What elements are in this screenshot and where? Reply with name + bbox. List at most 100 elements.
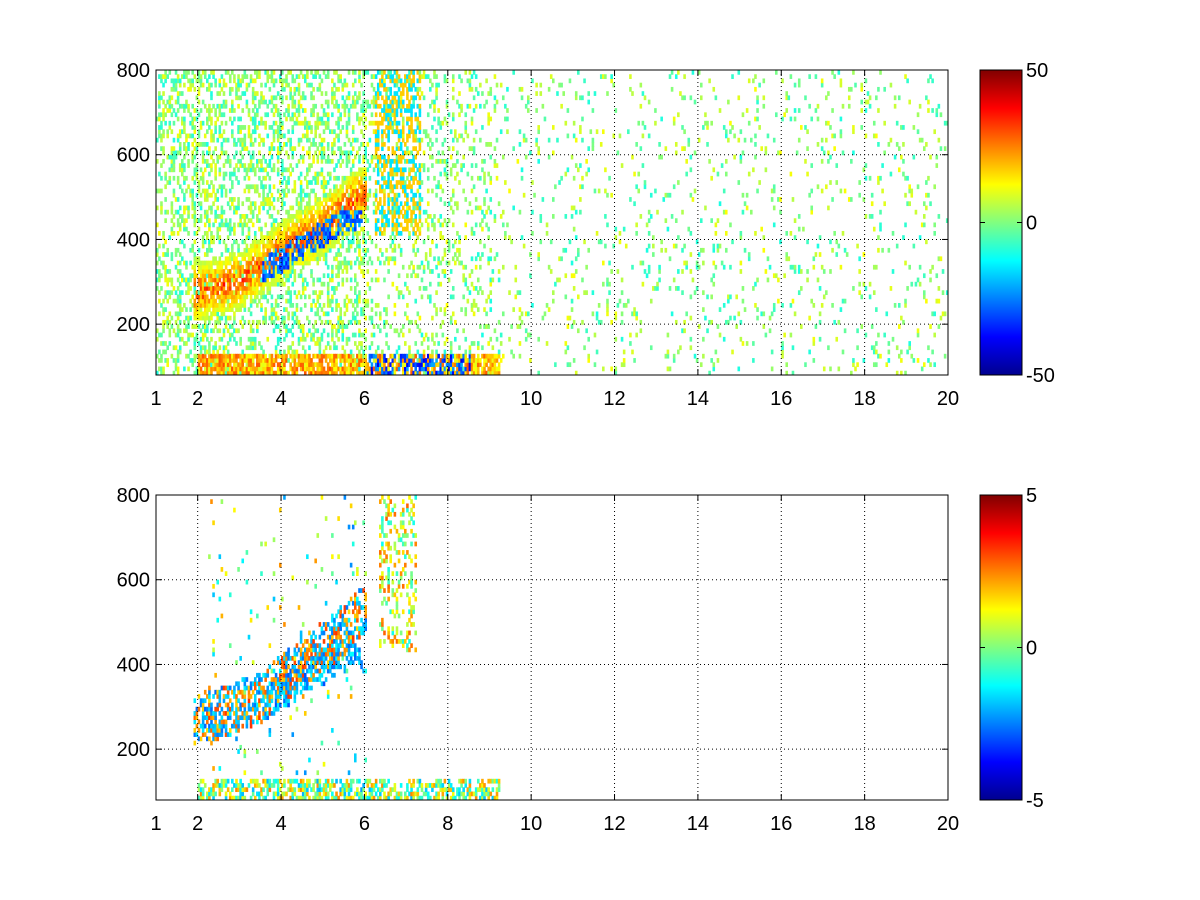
heatmap-cell xyxy=(241,239,245,245)
heatmap-cell xyxy=(347,70,351,75)
heatmap-cell xyxy=(326,120,330,126)
heatmap-cell xyxy=(206,349,209,355)
heatmap-cell xyxy=(422,209,426,215)
heatmap-cell xyxy=(497,319,501,325)
heatmap-cell xyxy=(174,362,178,368)
heatmap-cell xyxy=(291,239,295,245)
heatmap-cell xyxy=(558,82,561,88)
heatmap-cell xyxy=(366,281,370,287)
heatmap-cell xyxy=(449,315,453,321)
heatmap-cell xyxy=(270,362,274,368)
heatmap-cell xyxy=(351,192,355,198)
heatmap-cell xyxy=(333,218,336,223)
heatmap-cell xyxy=(260,137,263,143)
heatmap-cell xyxy=(437,82,440,88)
heatmap-cell xyxy=(220,362,224,368)
heatmap-cell xyxy=(358,116,361,122)
heatmap-cell xyxy=(181,91,184,96)
heatmap-cell xyxy=(420,362,424,368)
heatmap-cell xyxy=(289,366,292,372)
heatmap-cell xyxy=(183,341,186,346)
heatmap-cell xyxy=(262,281,265,287)
heatmap-cell xyxy=(387,86,390,92)
heatmap-cell xyxy=(314,125,317,130)
heatmap-cell xyxy=(320,142,324,147)
heatmap-cell xyxy=(312,281,315,287)
heatmap-cell xyxy=(216,302,220,308)
heatmap-cell xyxy=(178,142,182,147)
heatmap-cell xyxy=(226,294,230,300)
heatmap-cell xyxy=(201,332,205,338)
heatmap-cell xyxy=(426,260,430,266)
heatmap-cell xyxy=(347,218,351,223)
heatmap-cell xyxy=(274,252,278,257)
heatmap-cell xyxy=(216,235,220,240)
heatmap-cell xyxy=(318,142,322,147)
heatmap-cell xyxy=(358,95,361,101)
heatmap-cell xyxy=(374,222,378,228)
heatmap-cell xyxy=(333,239,336,245)
heatmap-cell xyxy=(316,180,320,185)
heatmap-cell xyxy=(322,273,326,279)
heatmap-cell xyxy=(541,315,545,321)
heatmap-cell xyxy=(374,243,378,249)
heatmap-cell xyxy=(464,264,468,270)
heatmap-cell xyxy=(322,214,326,219)
heatmap-cell xyxy=(343,78,347,84)
heatmap-cell xyxy=(354,277,357,283)
heatmap-cell xyxy=(206,307,209,312)
heatmap-cell xyxy=(208,302,211,308)
heatmap-cell xyxy=(372,99,376,105)
heatmap-cell xyxy=(191,197,195,202)
heatmap-cell xyxy=(276,324,280,329)
heatmap-cell xyxy=(412,158,415,164)
heatmap-cell xyxy=(249,167,253,173)
heatmap-cell xyxy=(389,99,393,105)
heatmap-cell xyxy=(339,319,342,325)
heatmap-cell xyxy=(316,214,320,219)
heatmap-cell xyxy=(266,273,270,279)
heatmap-cell xyxy=(193,116,197,122)
heatmap-cell xyxy=(283,188,286,194)
heatmap-cell xyxy=(464,311,468,317)
heatmap-cell xyxy=(293,311,297,317)
heatmap-cell xyxy=(387,197,390,202)
heatmap-cell xyxy=(343,324,347,329)
heatmap-cell xyxy=(158,290,161,296)
heatmap-cell xyxy=(472,362,476,368)
heatmap-cell xyxy=(281,264,284,270)
heatmap-cell xyxy=(251,99,255,105)
heatmap-cell xyxy=(195,108,199,113)
heatmap-cell xyxy=(310,180,313,185)
heatmap-cell xyxy=(412,99,415,105)
heatmap-cell xyxy=(351,137,355,143)
heatmap-cell xyxy=(491,277,495,283)
heatmap-cell xyxy=(176,366,180,372)
heatmap-cell xyxy=(293,188,297,194)
heatmap-cell xyxy=(281,95,284,101)
heatmap-cell xyxy=(301,264,305,270)
heatmap-cell xyxy=(178,82,182,88)
heatmap-cell xyxy=(360,129,363,135)
heatmap-cell xyxy=(387,70,390,75)
heatmap-cell xyxy=(326,154,330,160)
heatmap-cell xyxy=(339,353,342,359)
heatmap-cell xyxy=(341,86,345,92)
heatmap-cell xyxy=(397,129,401,135)
heatmap-cell xyxy=(197,269,201,274)
heatmap-cell xyxy=(341,319,345,325)
heatmap-cell xyxy=(358,332,361,338)
heatmap-cell xyxy=(249,341,253,346)
heatmap-cell xyxy=(537,256,540,262)
heatmap-cell xyxy=(197,201,201,207)
heatmap-cell xyxy=(370,239,374,245)
heatmap-cell xyxy=(470,307,474,312)
heatmap-cell xyxy=(320,209,324,215)
heatmap-cell xyxy=(158,349,161,355)
heatmap-cell xyxy=(297,91,301,96)
heatmap-cell xyxy=(239,264,242,270)
heatmap-cell xyxy=(370,277,374,283)
heatmap-cell xyxy=(374,146,378,151)
heatmap-cell xyxy=(247,218,251,223)
heatmap-cell xyxy=(408,205,411,211)
